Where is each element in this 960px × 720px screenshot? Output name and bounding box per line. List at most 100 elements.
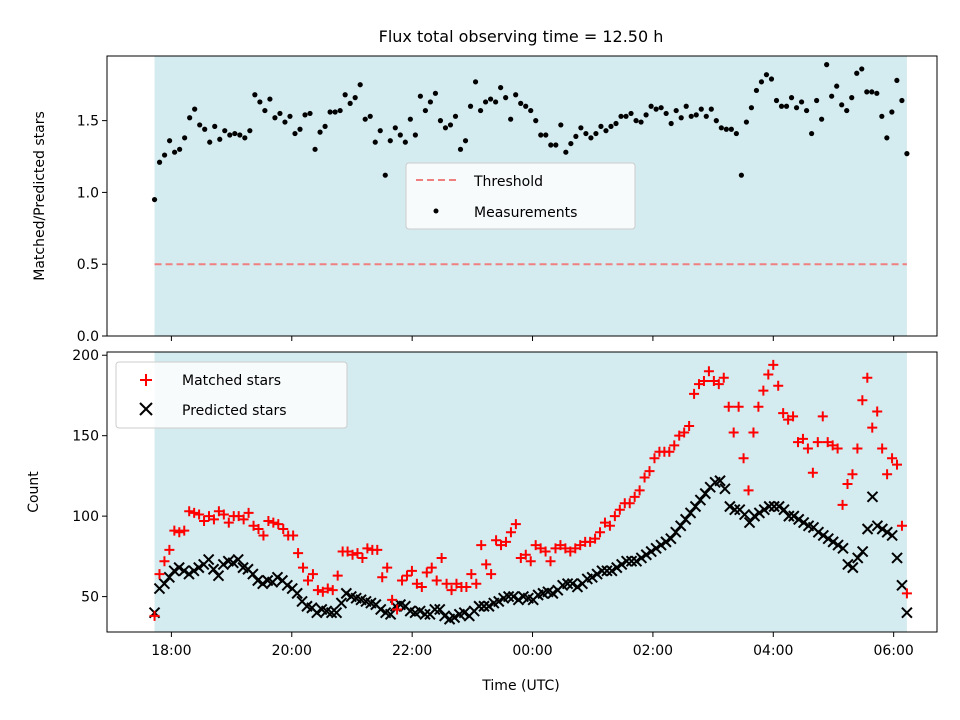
measurement-point <box>543 132 549 138</box>
predicted-point <box>188 565 200 577</box>
measurement-point <box>758 79 765 85</box>
matched-point <box>679 427 690 438</box>
matched-point <box>743 485 754 496</box>
measurement-point <box>503 95 509 101</box>
matched-point <box>263 515 274 526</box>
matched-point <box>357 552 368 563</box>
matched-point <box>189 507 200 518</box>
measurement-point <box>227 132 233 138</box>
measurement-point <box>678 115 684 121</box>
matched-point <box>243 507 254 518</box>
legend-threshold-label: Threshold <box>473 174 543 190</box>
top-xticks <box>170 336 895 341</box>
predicted-point <box>429 603 441 616</box>
measurement-point <box>151 196 158 203</box>
measurement-point <box>467 103 474 109</box>
predicted-point <box>670 526 682 538</box>
matched-point <box>877 443 888 454</box>
predicted-point <box>591 568 603 580</box>
xtick-label: 02:00 <box>633 643 673 659</box>
predicted-point <box>561 578 574 590</box>
measurement-point <box>723 126 729 132</box>
measurement-point <box>172 149 178 155</box>
matched-point <box>159 556 170 567</box>
measurement-point <box>222 128 228 134</box>
predicted-point <box>684 507 697 519</box>
measurement-point <box>412 132 418 138</box>
matched-point <box>253 524 264 535</box>
matched-point <box>545 556 556 567</box>
measurement-point <box>894 77 900 84</box>
predicted-point <box>438 610 451 622</box>
measurement-point <box>864 89 870 95</box>
top-ylabel: Matched/Predicted stars <box>32 111 48 281</box>
matched-point <box>154 569 165 580</box>
top-legend: Threshold Measurements <box>405 162 636 230</box>
measurement-point <box>156 159 163 165</box>
matched-point <box>179 525 190 536</box>
matched-point <box>718 372 729 383</box>
predicted-point <box>384 608 397 621</box>
matched-point <box>748 427 759 438</box>
measurement-point <box>452 113 459 119</box>
predicted-point <box>866 491 879 503</box>
predicted-point <box>635 552 648 564</box>
matched-point <box>862 372 873 383</box>
measurement-point <box>342 92 348 98</box>
measurement-point <box>743 119 750 125</box>
matched-point <box>387 594 398 605</box>
bottom-legend: Matched stars Predicted stars <box>115 361 348 429</box>
predicted-point <box>606 565 618 577</box>
matched-point <box>753 401 764 412</box>
matched-point <box>520 549 531 560</box>
predicted-point <box>325 606 338 619</box>
measurement-point <box>583 130 589 137</box>
measurement-point <box>708 106 714 112</box>
measurement-point <box>493 99 499 105</box>
measurement-point <box>733 130 739 137</box>
measurement-point <box>482 99 489 105</box>
matched-point <box>500 536 511 547</box>
measurement-point <box>317 129 323 135</box>
measurement-point <box>899 97 905 104</box>
matched-point <box>441 578 452 589</box>
matched-point <box>174 527 185 538</box>
measurement-point <box>783 103 790 109</box>
matched-point <box>723 401 734 412</box>
matched-point <box>768 359 779 370</box>
measurement-point <box>197 122 203 128</box>
measurement-point <box>558 122 564 128</box>
measurement-point <box>397 132 403 138</box>
predicted-point <box>478 600 490 612</box>
measurement-point <box>834 83 840 89</box>
measurement-point <box>904 151 910 157</box>
bottom-ylabel: Count <box>26 471 42 513</box>
matched-point <box>842 478 853 489</box>
matched-point <box>649 453 660 464</box>
matched-point <box>347 549 358 560</box>
matched-point <box>807 467 818 478</box>
matched-point <box>416 581 427 592</box>
predicted-point <box>601 565 613 577</box>
measurement-point <box>748 105 755 111</box>
predicted-point <box>847 561 859 574</box>
matched-point <box>476 540 487 551</box>
predicted-point <box>724 500 736 513</box>
legend-matched-label: Matched stars <box>182 373 281 389</box>
chart-title: Flux total observing time = 12.50 h <box>379 27 664 46</box>
measurement-point <box>528 107 534 114</box>
predicted-point <box>748 510 761 522</box>
predicted-point <box>620 555 633 567</box>
matched-point <box>713 379 724 390</box>
matched-point <box>664 446 675 457</box>
measurement-point <box>513 92 519 98</box>
matched-point <box>426 562 437 573</box>
measurement-point <box>713 118 719 124</box>
predicted-point <box>330 606 343 619</box>
measurement-point <box>427 99 434 105</box>
measurement-point <box>166 138 173 144</box>
measurement-point <box>282 119 288 125</box>
matched-point <box>733 401 744 412</box>
bottom-panel: 50 100 150 200 18:00 20:00 22:00 00:00 02:00 04:… <box>26 348 938 694</box>
predicted-point <box>837 542 849 555</box>
